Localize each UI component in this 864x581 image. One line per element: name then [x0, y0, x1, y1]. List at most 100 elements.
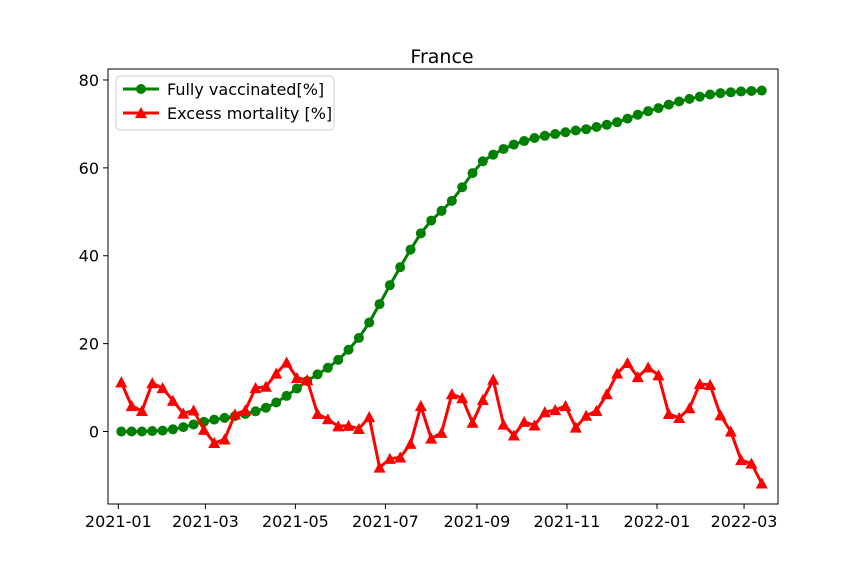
data-point: [569, 421, 582, 433]
data-point: [736, 86, 747, 97]
data-point: [126, 426, 137, 437]
plot-area: [115, 85, 768, 489]
data-point: [435, 426, 448, 438]
data-point: [260, 402, 271, 413]
data-point: [693, 378, 706, 390]
data-point: [394, 451, 407, 463]
data-point: [363, 411, 376, 423]
data-point: [343, 344, 354, 355]
data-point: [425, 432, 438, 444]
data-point: [239, 404, 252, 416]
data-point: [311, 407, 324, 420]
data-point: [301, 374, 314, 386]
data-point: [280, 356, 293, 368]
y-tick-label: 0: [89, 423, 99, 442]
data-point: [208, 436, 221, 449]
y-tick-label: 40: [79, 247, 99, 266]
data-point: [167, 424, 178, 435]
data-point: [745, 457, 758, 469]
data-point: [188, 419, 199, 430]
data-point: [715, 88, 726, 99]
data-point: [197, 423, 210, 435]
data-point: [476, 393, 489, 405]
data-point: [352, 422, 365, 434]
data-point: [591, 122, 602, 132]
data-point: [384, 280, 395, 291]
data-point: [445, 388, 458, 400]
axes: 0 20 40 60 80 2021-01 2021-03 2021-05 2021-07 202…: [79, 68, 779, 531]
data-point: [374, 299, 385, 310]
data-point: [622, 113, 633, 124]
data-point: [653, 103, 664, 114]
data-point: [674, 96, 685, 107]
x-tick-label: 2021-07: [352, 512, 419, 531]
data-point: [290, 371, 303, 383]
legend-label-2: Excess mortality [%]: [167, 104, 332, 123]
data-point: [333, 354, 344, 365]
data-point: [601, 119, 612, 130]
data-point: [642, 361, 655, 373]
data-point: [116, 426, 127, 437]
data-point: [756, 85, 767, 96]
data-point: [426, 215, 437, 226]
data-point: [467, 168, 478, 179]
data-point: [291, 383, 302, 394]
data-point: [600, 388, 613, 400]
data-point: [498, 143, 509, 154]
data-point: [725, 87, 736, 98]
data-point: [436, 205, 447, 216]
data-point: [528, 419, 541, 431]
data-point: [404, 437, 417, 449]
x-tick-label: 2021-03: [172, 512, 239, 531]
data-point: [559, 400, 572, 412]
data-point: [705, 89, 716, 100]
data-point: [643, 106, 654, 117]
data-point: [209, 414, 220, 425]
data-point: [755, 477, 768, 489]
data-point: [612, 117, 623, 128]
legend-label-1: Fully vaccinated[%]: [167, 80, 324, 99]
data-point: [508, 139, 519, 150]
x-tick-label: 2022-01: [624, 512, 691, 531]
data-point: [383, 452, 396, 464]
data-point: [673, 411, 686, 423]
x-tick-label: 2021-05: [262, 512, 329, 531]
data-point: [652, 369, 665, 381]
data-point: [332, 420, 345, 432]
data-point: [312, 369, 323, 380]
data-point: [353, 332, 364, 343]
x-tick-label: 2021-09: [444, 512, 511, 531]
data-point: [466, 416, 479, 428]
data-point: [704, 378, 717, 391]
data-point: [550, 129, 561, 140]
data-point: [684, 93, 695, 104]
data-point: [395, 262, 406, 273]
data-point: [115, 376, 128, 388]
data-point: [146, 377, 159, 389]
chart-title: France: [410, 46, 473, 68]
data-point: [538, 406, 551, 418]
data-point: [590, 404, 603, 416]
data-point: [228, 408, 241, 420]
data-point: [414, 400, 427, 412]
data-point: [507, 429, 520, 441]
x-tick-label: 2021-01: [85, 512, 152, 531]
data-point: [714, 409, 727, 421]
x-tick-label: 2021-11: [534, 512, 601, 531]
y-tick-label: 80: [79, 71, 99, 90]
data-point: [519, 136, 530, 147]
data-point: [250, 406, 261, 417]
data-point: [187, 404, 200, 416]
data-point: [560, 127, 571, 138]
data-point: [178, 422, 189, 433]
data-point: [581, 124, 592, 135]
data-point: [488, 149, 499, 160]
data-point: [529, 132, 540, 143]
data-point: [735, 454, 748, 466]
data-point: [662, 407, 675, 420]
data-point: [136, 426, 147, 437]
data-point: [746, 85, 757, 96]
data-point: [694, 91, 705, 102]
data-point: [218, 433, 231, 445]
